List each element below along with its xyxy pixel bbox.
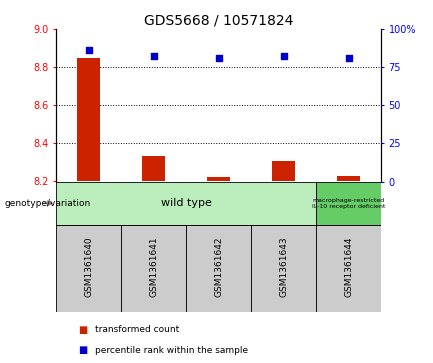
Bar <box>121 225 186 312</box>
Text: transformed count: transformed count <box>95 326 180 334</box>
Text: ■: ■ <box>78 325 87 335</box>
Bar <box>337 176 360 182</box>
Text: ■: ■ <box>78 345 87 355</box>
Bar <box>56 182 316 225</box>
Text: GSM1361641: GSM1361641 <box>149 237 158 297</box>
Point <box>280 54 287 60</box>
Bar <box>251 225 316 312</box>
Text: macrophage-restricted
IL-10 receptor deficient: macrophage-restricted IL-10 receptor def… <box>312 198 385 209</box>
Point <box>85 48 92 53</box>
Title: GDS5668 / 10571824: GDS5668 / 10571824 <box>144 14 293 28</box>
Point <box>215 55 222 61</box>
Text: genotype/variation: genotype/variation <box>4 199 90 208</box>
Point <box>345 55 352 61</box>
Text: wild type: wild type <box>161 198 212 208</box>
Bar <box>272 160 295 182</box>
Bar <box>56 225 121 312</box>
Bar <box>142 156 165 182</box>
Text: GSM1361643: GSM1361643 <box>279 237 288 297</box>
Text: GSM1361642: GSM1361642 <box>214 237 223 297</box>
Bar <box>207 177 230 182</box>
Text: GSM1361640: GSM1361640 <box>84 237 93 297</box>
Bar <box>316 225 381 312</box>
Text: GSM1361644: GSM1361644 <box>344 237 353 297</box>
Bar <box>186 225 251 312</box>
Bar <box>78 58 100 182</box>
Text: percentile rank within the sample: percentile rank within the sample <box>95 346 249 355</box>
Bar <box>316 182 381 225</box>
Point <box>150 54 157 60</box>
